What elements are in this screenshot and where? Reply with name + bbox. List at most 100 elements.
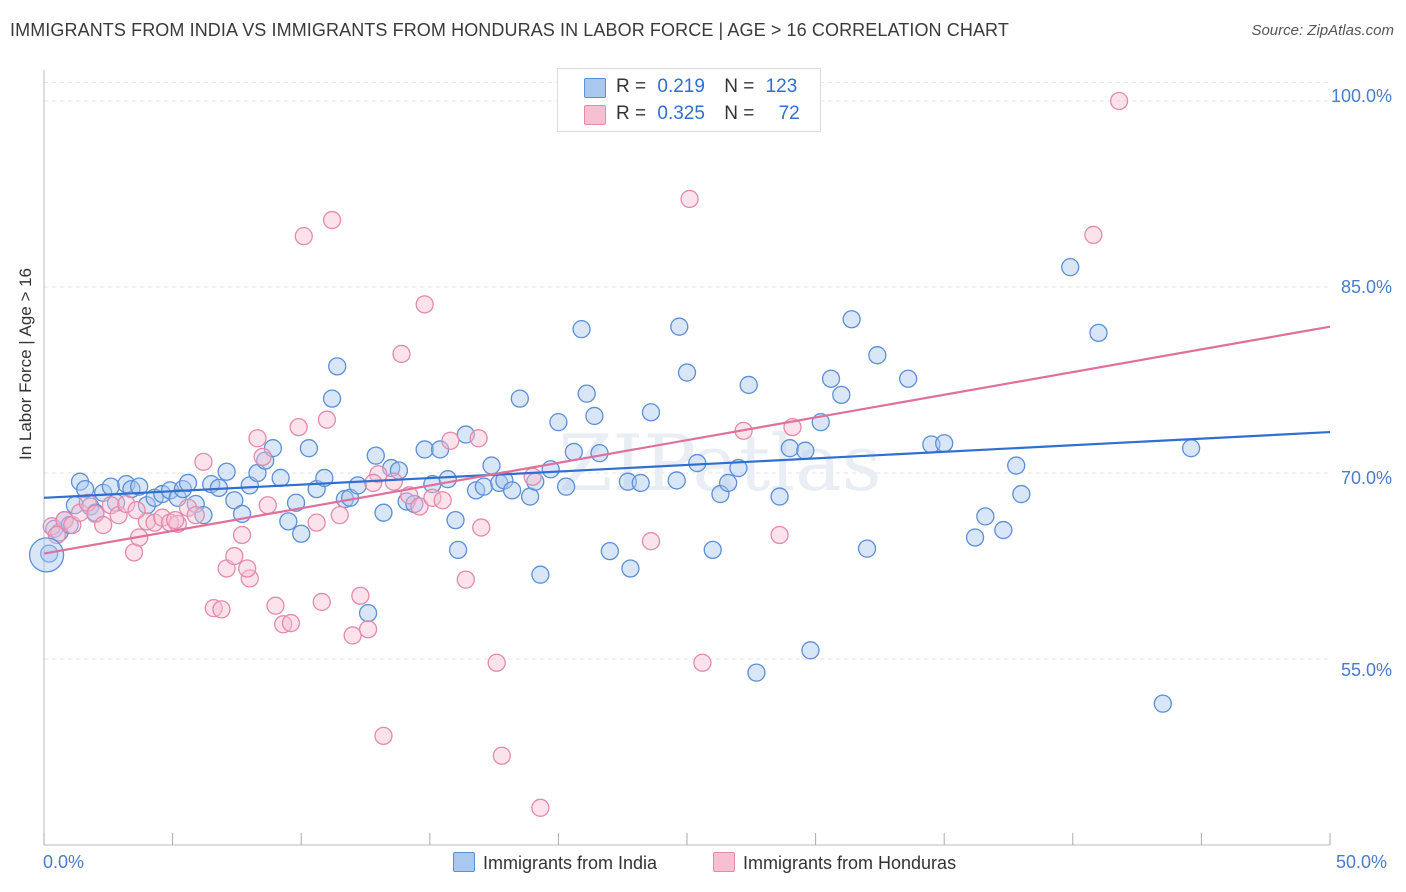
point-india-27 [217,462,236,481]
point-honduras-54 [472,518,491,537]
x-tick-label-50: 50.0% [1336,852,1388,872]
point-india-37 [292,524,311,543]
point-honduras-43 [369,465,388,484]
point-india-38 [299,439,319,458]
point-honduras-24 [225,546,244,566]
point-india-90 [729,458,748,478]
point-honduras-60 [680,189,699,209]
point-honduras-4 [70,503,90,522]
point-honduras-13 [137,512,157,531]
point-india-65 [502,481,522,500]
point-india-69 [531,565,550,584]
legend-item-honduras: Immigrants from Honduras [713,852,956,874]
point-honduras-66 [1109,91,1129,111]
point-honduras-32 [281,613,301,633]
point-honduras-71 [469,429,488,448]
point-india-11 [101,477,121,496]
legend-bottom-label-honduras: Immigrants from Honduras [743,853,957,873]
point-india-73 [564,442,583,462]
trend-line-honduras [43,325,1331,555]
point-india-107 [976,507,995,526]
point-india-86 [631,473,650,493]
trend-line-india [43,430,1331,499]
point-india-103 [899,369,918,388]
point-honduras-44 [374,726,393,746]
point-india-108 [994,520,1013,540]
legend-r-value-india: 0.219 [657,76,705,97]
point-honduras-40 [343,626,362,645]
point-india-61 [474,477,493,496]
point-india-100 [842,310,861,329]
point-honduras-68 [364,473,383,493]
point-honduras-67 [238,559,257,578]
point-honduras-38 [317,410,337,429]
legend-bottom-swatch-india [453,852,475,872]
y-tick-label-85: 85.0% [1340,277,1392,297]
point-india-106 [965,528,985,547]
point-honduras-8 [101,496,121,515]
point-india-95 [796,441,815,460]
point-india-46 [358,603,378,623]
point-india-24 [194,506,213,525]
legend-swatch-india [584,78,606,98]
legend-r-label-india: R = [616,76,647,97]
point-india-42 [328,357,347,376]
point-india-15 [130,477,149,496]
point-honduras-20 [194,452,213,471]
point-india-35 [279,512,298,531]
point-india-41 [322,389,342,408]
point-india-75 [577,384,596,403]
point-india-91 [739,375,758,395]
point-honduras-46 [392,344,411,364]
y-axis-label: In Labor Force | Age > 16 [16,267,35,460]
point-india-98 [821,369,841,388]
point-india-77 [590,444,609,463]
point-india-62 [482,456,501,475]
point-india-114 [1181,439,1201,458]
point-india-74 [572,320,591,339]
point-india-111 [1061,258,1080,277]
point-india-78 [600,541,619,561]
point-honduras-27 [248,429,267,448]
point-india-34 [271,468,290,488]
point-india-84 [677,363,697,382]
y-tick-label-70: 70.0% [1340,468,1392,488]
legend-r-label-honduras: R = [616,103,647,124]
point-india-94 [780,439,800,458]
point-honduras-19 [186,506,205,525]
point-honduras-53 [456,570,475,589]
point-honduras-29 [258,496,277,515]
point-india-80 [621,559,640,578]
y-tick-label-55: 55.0% [1340,660,1392,680]
point-india-7 [76,479,95,499]
y-tick-label-100: 100.0% [1330,86,1392,106]
point-honduras-58 [531,798,550,817]
x-tick-label-0: 0.0% [43,852,85,872]
legend-r-value-honduras: 0.325 [657,103,705,124]
point-india-large [28,537,65,573]
point-honduras-55 [487,653,506,672]
point-india-22 [178,473,198,493]
point-india-102 [868,346,887,365]
point-honduras-61 [693,653,712,672]
point-india-96 [801,641,820,660]
point-india-45 [348,476,367,495]
point-india-28 [225,491,244,510]
point-india-99 [832,385,851,405]
point-india-56 [438,470,457,489]
point-honduras-65 [1084,225,1103,245]
point-honduras-41 [351,586,370,605]
point-honduras-33 [289,417,308,437]
point-india-36 [286,493,306,512]
point-india-57 [446,510,465,530]
point-honduras-63 [770,525,789,545]
point-india-76 [585,406,604,426]
point-india-53 [415,440,434,459]
legend-item-india: Immigrants from India [453,852,657,874]
point-india-101 [857,539,877,558]
point-india-83 [670,317,689,336]
point-india-87 [703,540,722,560]
point-india-113 [1153,694,1172,713]
point-india-109 [1007,456,1026,475]
